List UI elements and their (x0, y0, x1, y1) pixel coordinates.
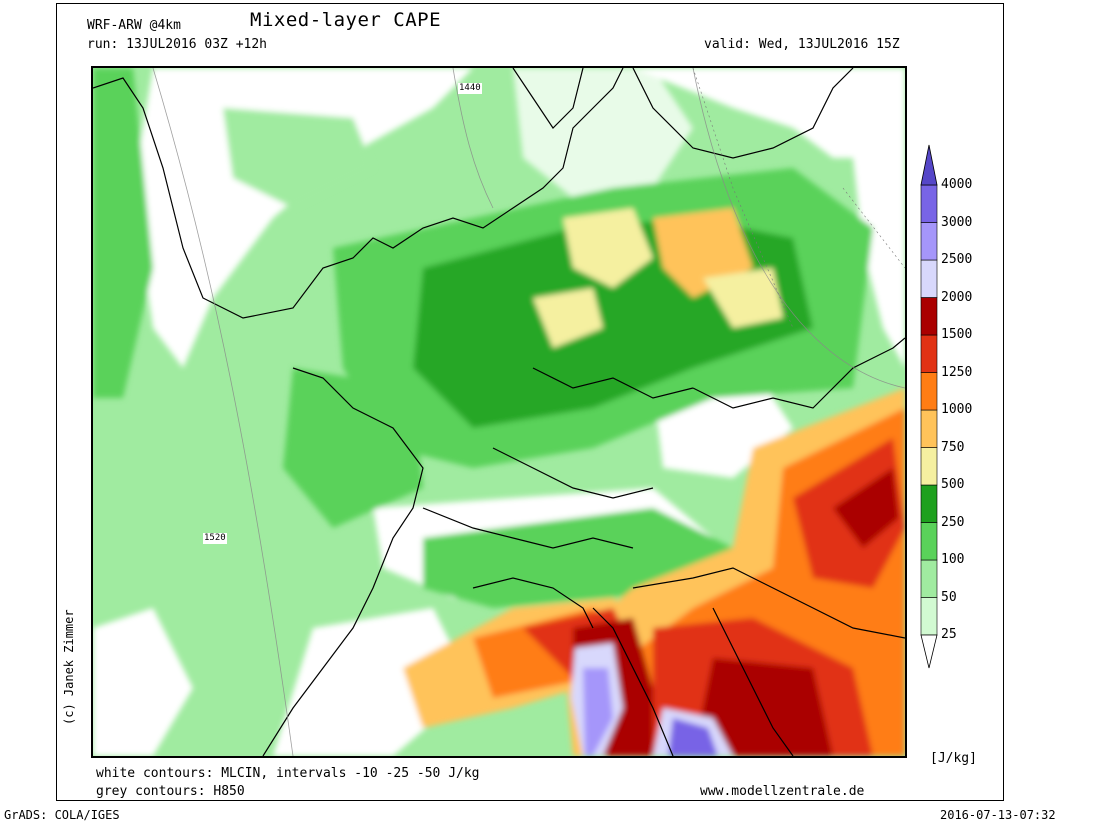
coastlines (93, 68, 905, 756)
map-title: Mixed-layer CAPE (250, 9, 442, 31)
h850-note: grey contours: H850 (96, 784, 245, 799)
legend-level-label: 50 (941, 589, 957, 605)
legend-level-label: 1000 (941, 402, 973, 417)
contour-label-1520: 1520 (203, 533, 227, 544)
legend-level-label: 1500 (941, 327, 973, 342)
copyright-credit: (c) Janek Zimmer (62, 609, 76, 725)
unit-label: [J/kg] (930, 751, 977, 766)
website-link[interactable]: www.modellzentrale.de (700, 784, 865, 799)
legend-level-label: 500 (941, 477, 965, 492)
legend-level-label: 100 (941, 552, 965, 567)
mlcin-note: white contours: MLCIN, intervals -10 -25… (96, 766, 480, 781)
model-label: WRF-ARW @4km (87, 18, 181, 33)
legend-level-label: 3000 (941, 214, 973, 230)
legend-level-label: 4000 (941, 177, 973, 192)
grads-credit: GrADS: COLA/IGES (4, 808, 120, 822)
legend-level-label: 2000 (941, 289, 973, 305)
h850-contours (152, 68, 905, 756)
graticule (692, 68, 905, 329)
generated-timestamp: 2016-07-13-07:32 (940, 808, 1056, 822)
legend-level-label: 25 (941, 627, 957, 642)
legend-level-label: 1250 (941, 364, 973, 380)
cape-map: 1440 1520 (91, 66, 907, 758)
valid-label: valid: Wed, 13JUL2016 15Z (704, 37, 900, 52)
legend-level-label: 750 (941, 439, 965, 455)
legend-level-label: 250 (941, 514, 965, 530)
plot-frame (56, 3, 1004, 801)
contour-label-1440: 1440 (458, 83, 482, 94)
run-label: run: 13JUL2016 03Z +12h (87, 37, 268, 52)
legend-level-label: 2500 (941, 252, 973, 267)
